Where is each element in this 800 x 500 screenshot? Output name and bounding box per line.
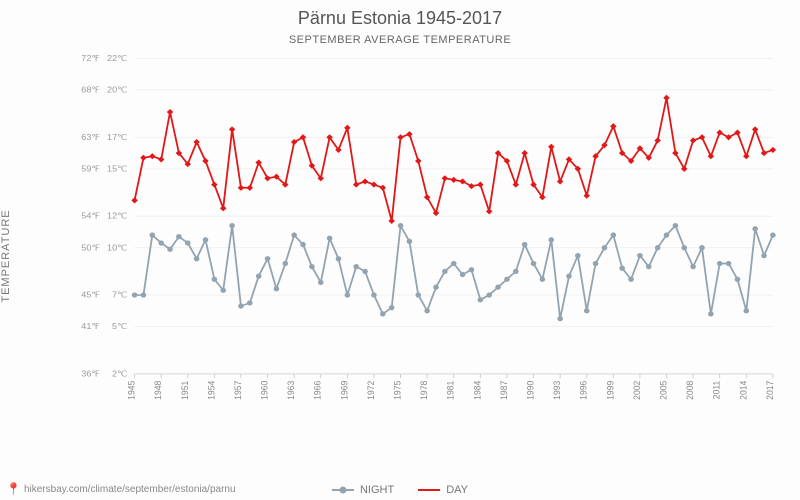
svg-text:1987: 1987 bbox=[499, 381, 509, 400]
svg-text:20℃: 20℃ bbox=[107, 85, 127, 95]
legend: NIGHT DAY bbox=[332, 484, 468, 496]
y-axis-label: TEMPERATURE bbox=[0, 209, 12, 302]
svg-text:2017: 2017 bbox=[765, 381, 775, 400]
svg-text:1993: 1993 bbox=[552, 381, 562, 400]
svg-text:1975: 1975 bbox=[392, 381, 402, 400]
svg-text:41℉: 41℉ bbox=[81, 321, 100, 331]
chart-subtitle: SEPTEMBER AVERAGE TEMPERATURE bbox=[289, 34, 511, 46]
svg-text:36℉: 36℉ bbox=[81, 369, 100, 379]
legend-item-day: DAY bbox=[418, 484, 468, 496]
svg-text:54℉: 54℉ bbox=[81, 211, 100, 221]
svg-text:17℃: 17℃ bbox=[107, 132, 127, 142]
svg-text:1969: 1969 bbox=[339, 381, 349, 400]
plot-area: 2℃ 36℉ 5℃ 41℉ 7℃ 45℉ 10℃ 50℉ 12℃ 54℉ 15℃ 59℉ 17℃ 63℉ 2… bbox=[80, 55, 782, 422]
svg-text:50℉: 50℉ bbox=[81, 243, 100, 253]
svg-text:1954: 1954 bbox=[206, 381, 216, 400]
svg-text:1951: 1951 bbox=[180, 381, 190, 400]
svg-text:1996: 1996 bbox=[579, 381, 589, 400]
svg-text:45℉: 45℉ bbox=[81, 290, 100, 300]
svg-text:2008: 2008 bbox=[685, 381, 695, 400]
svg-text:15℃: 15℃ bbox=[107, 164, 127, 174]
svg-text:59℉: 59℉ bbox=[81, 164, 100, 174]
pin-icon: 📍 bbox=[6, 482, 21, 496]
svg-text:1999: 1999 bbox=[605, 381, 615, 400]
svg-text:1945: 1945 bbox=[126, 381, 136, 400]
svg-text:2014: 2014 bbox=[738, 381, 748, 400]
legend-line-day bbox=[418, 489, 440, 491]
svg-text:1990: 1990 bbox=[525, 381, 535, 400]
svg-text:1966: 1966 bbox=[313, 381, 323, 400]
svg-text:12℃: 12℃ bbox=[107, 211, 127, 221]
source-link[interactable]: 📍 hikersbay.com/climate/september/estoni… bbox=[6, 482, 236, 496]
svg-text:10℃: 10℃ bbox=[107, 243, 127, 253]
chart-title: Pärnu Estonia 1945-2017 bbox=[298, 8, 502, 29]
svg-text:7℃: 7℃ bbox=[112, 290, 127, 300]
svg-text:63℉: 63℉ bbox=[81, 132, 100, 142]
svg-text:1984: 1984 bbox=[472, 381, 482, 400]
svg-text:2011: 2011 bbox=[711, 381, 721, 400]
legend-item-night: NIGHT bbox=[332, 484, 394, 496]
svg-text:2002: 2002 bbox=[632, 381, 642, 400]
svg-text:1972: 1972 bbox=[366, 381, 376, 400]
legend-marker-night bbox=[332, 489, 354, 491]
svg-text:72℉: 72℉ bbox=[81, 55, 100, 63]
svg-text:1981: 1981 bbox=[446, 381, 456, 400]
svg-text:1960: 1960 bbox=[259, 381, 269, 400]
svg-text:2℃: 2℃ bbox=[112, 369, 127, 379]
chart-container: Pärnu Estonia 1945-2017 SEPTEMBER AVERAG… bbox=[0, 0, 800, 500]
chart-svg: 2℃ 36℉ 5℃ 41℉ 7℃ 45℉ 10℃ 50℉ 12℃ 54℉ 15℃ 59℉ 17℃ 63℉ 2… bbox=[80, 55, 782, 422]
svg-text:5℃: 5℃ bbox=[112, 321, 127, 331]
svg-text:1948: 1948 bbox=[153, 381, 163, 400]
svg-text:22℃: 22℃ bbox=[107, 55, 127, 63]
svg-text:1978: 1978 bbox=[419, 381, 429, 400]
source-url: hikersbay.com/climate/september/estonia/… bbox=[24, 484, 236, 495]
svg-text:1957: 1957 bbox=[233, 381, 243, 400]
svg-text:68℉: 68℉ bbox=[81, 85, 100, 95]
svg-text:1963: 1963 bbox=[286, 381, 296, 400]
legend-label-day: DAY bbox=[446, 484, 468, 496]
svg-text:2005: 2005 bbox=[658, 381, 668, 400]
legend-label-night: NIGHT bbox=[360, 484, 394, 496]
